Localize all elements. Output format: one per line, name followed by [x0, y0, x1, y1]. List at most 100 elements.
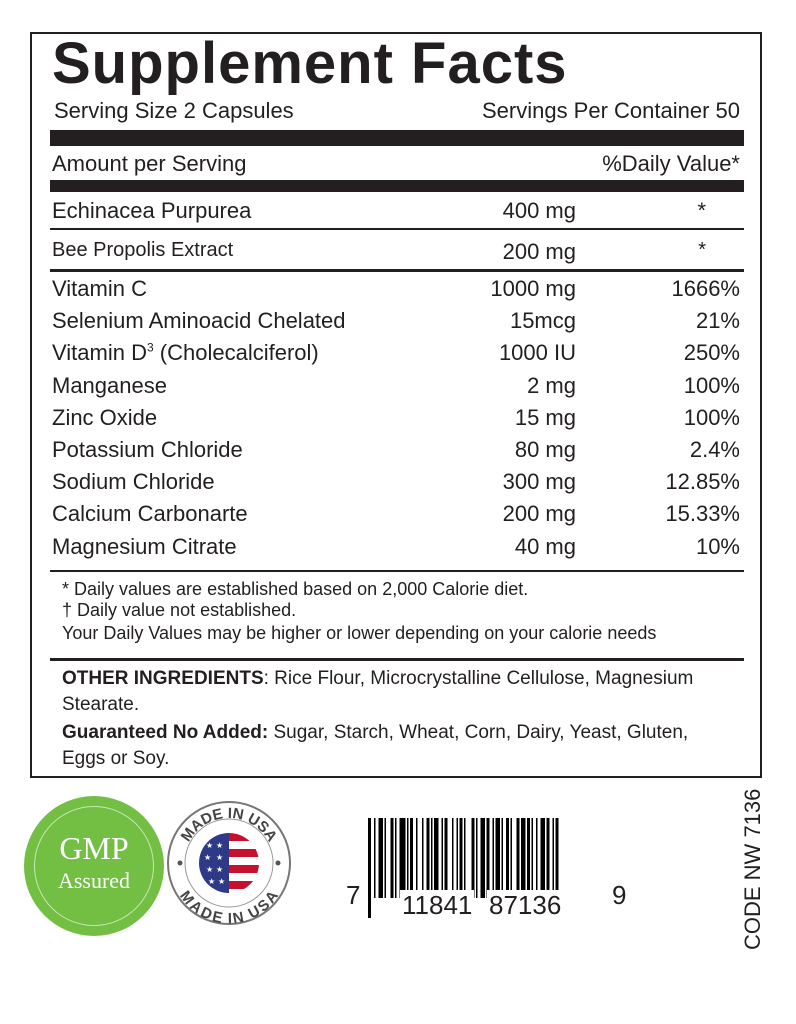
nutrient-dv: 100% [683, 372, 740, 398]
nutrient-name: Selenium Aminoacid Chelated [52, 308, 346, 334]
divider [50, 658, 744, 661]
nutrient-dv: 12.85% [665, 469, 740, 495]
barcode-bar [555, 818, 559, 918]
nutrient-amount: 200 mg [502, 501, 576, 527]
barcode-bar [368, 818, 371, 918]
nutrient-amount: 1000 IU [498, 340, 576, 366]
barcode-bar [486, 818, 490, 898]
nutrient-name: Calcium Carbonarte [52, 501, 248, 527]
barcode-bars [368, 818, 559, 918]
barcode-digits: 87136 [487, 890, 564, 921]
svg-text:★: ★ [206, 841, 213, 850]
product-code: CODE NW 7136 [740, 788, 765, 950]
thick-divider [50, 180, 744, 192]
other-ingredients-text: : Rice Flour, Microcrystalline Cellulose… [263, 668, 694, 689]
nutrient-row: Sodium Chloride 300 mg 12.85% [52, 469, 740, 499]
barcode-digits: 11841 [400, 890, 475, 921]
guaranteed-text: Eggs or Soy. [62, 748, 170, 769]
barcode-bar [459, 818, 463, 898]
barcode-bar [471, 818, 475, 898]
barcode-digit: 9 [612, 880, 627, 910]
nutrient-dv: * [697, 198, 706, 223]
barcode-bar [422, 818, 424, 898]
nutrient-row: Bee Propolis Extract 200 mg * [52, 239, 740, 269]
barcode-bar [480, 818, 485, 898]
barcode-bar [501, 818, 503, 898]
barcode-bar [384, 818, 386, 898]
assured-text: Assured [57, 868, 131, 893]
nutrient-amount: 200 mg [502, 239, 576, 264]
nutrient-dv: 100% [683, 404, 740, 430]
svg-text:★: ★ [216, 841, 223, 850]
barcode-bar [492, 818, 494, 898]
other-ingredients: OTHER INGREDIENTS: Rice Flour, Microcrys… [62, 668, 693, 690]
panel-title: Supplement Facts [52, 31, 568, 96]
nutrient-name: Zinc Oxide [52, 404, 158, 430]
nutrient-row: Selenium Aminoacid Chelated 15mcg 21% [52, 308, 740, 338]
nutrient-dv: 1666% [671, 276, 740, 301]
footnote: Your Daily Values may be higher or lower… [62, 623, 657, 643]
nutrient-name: Manganese [52, 372, 167, 398]
barcode-bar [495, 818, 500, 898]
guaranteed-no-added: Guaranteed No Added: Sugar, Starch, Whea… [62, 722, 688, 744]
nutrient-name: Vitamin C [52, 276, 147, 301]
serving-size: Serving Size 2 Capsules [54, 98, 294, 123]
barcode-bar [521, 818, 526, 918]
svg-text:★: ★ [216, 853, 223, 862]
nutrient-amount: 2 mg [527, 372, 576, 398]
nutrient-row: Vitamin D3 (Cholecalciferol) 1000 IU 250% [52, 340, 740, 370]
barcode-bar [552, 818, 554, 898]
other-ingredients-text: Stearate. [62, 694, 140, 715]
barcode-bar [536, 818, 538, 898]
nutrient-amount: 80 mg [514, 437, 576, 462]
barcode-bar [476, 818, 478, 898]
svg-text:★: ★ [206, 865, 213, 874]
barcode-bar [464, 818, 466, 898]
nutrient-amount: 15mcg [509, 308, 576, 334]
nutrient-dv: * [698, 239, 706, 261]
nutrient-name: Potassium Chloride [52, 437, 243, 462]
barcode-bar [390, 818, 394, 898]
nutrient-name: Magnesium Citrate [52, 533, 237, 559]
daily-value-header: %Daily Value* [602, 151, 740, 176]
gmp-text: GMP [59, 830, 129, 866]
footnote: * Daily values are established based on … [62, 579, 529, 599]
guaranteed-text: Sugar, Starch, Wheat, Corn, Dairy, Yeast… [268, 722, 689, 743]
barcode-bar [456, 818, 458, 898]
gmp-assured-badge: GMP Assured [24, 796, 164, 936]
barcode-bar [510, 818, 512, 898]
nutrient-amount: 15 mg [514, 404, 576, 430]
barcode-bar [426, 818, 430, 898]
nutrient-name: Echinacea Purpurea [52, 198, 252, 223]
barcode-bar [395, 818, 397, 898]
barcode-bar [407, 818, 409, 898]
thin-divider [50, 228, 744, 230]
barcode-bar [516, 818, 520, 898]
nutrient-dv: 250% [683, 340, 740, 366]
nutrient-name: Sodium Chloride [52, 469, 215, 495]
barcode-bar [399, 818, 406, 898]
svg-text:★: ★ [208, 877, 215, 886]
other-ingredients-label: OTHER INGREDIENTS [62, 668, 264, 689]
nutrient-name: Bee Propolis Extract [52, 239, 234, 261]
barcode-bar [374, 818, 376, 898]
nutrient-dv: 10% [695, 533, 740, 559]
barcode-bar [546, 818, 550, 898]
barcode-bar [527, 818, 530, 918]
nutrient-row: Vitamin C 1000 mg 1666% [52, 276, 740, 306]
nutrient-row: Potassium Chloride 80 mg 2.4% [52, 437, 740, 467]
barcode-bar [416, 818, 418, 898]
servings-per-container: Servings Per Container 50 [481, 98, 740, 123]
nutrient-row: Calcium Carbonarte 200 mg 15.33% [52, 501, 740, 531]
footnote: † Daily value not established. [62, 600, 297, 620]
barcode-bar [452, 818, 454, 898]
nutrient-row: Echinacea Purpurea 400 mg * [52, 198, 740, 228]
barcode-bar [506, 818, 509, 898]
barcode-bar [410, 818, 413, 898]
thin-divider [50, 570, 744, 572]
svg-text:★: ★ [218, 877, 225, 886]
supplement-facts-panel: Supplement Facts Serving Size 2 Capsules… [30, 31, 762, 778]
barcode-digit: 7 [346, 880, 361, 910]
divider [50, 269, 744, 272]
nutrient-name: Vitamin D3 (Cholecalciferol) [52, 340, 319, 366]
